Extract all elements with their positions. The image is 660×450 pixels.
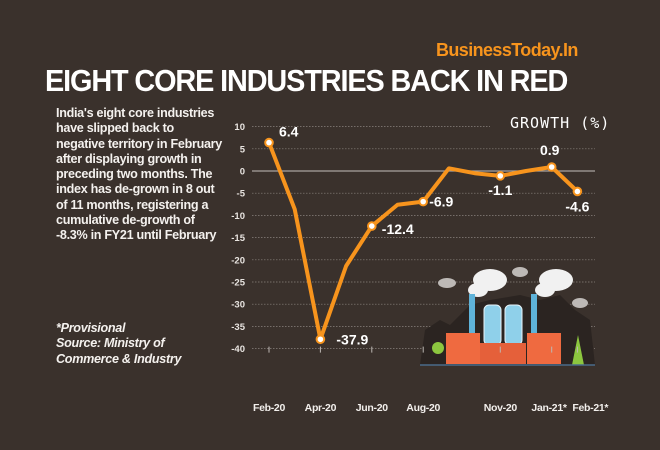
x-tick-label: Jun-20 xyxy=(356,402,389,414)
data-label: -37.9 xyxy=(336,331,368,347)
data-point xyxy=(546,162,557,172)
description: India's eight core industries have slipp… xyxy=(56,106,222,243)
y-tick-label: -35 xyxy=(231,322,245,333)
data-label: -12.4 xyxy=(382,221,414,237)
x-tick-label: Apr-20 xyxy=(305,402,337,414)
x-tick-label: Feb-21* xyxy=(572,402,609,414)
source: Source: Ministry of Commerce & Industry xyxy=(56,336,182,366)
chimney xyxy=(469,294,475,334)
page-title: EIGHT CORE INDUSTRIES BACK IN RED xyxy=(45,63,568,98)
tree xyxy=(432,342,444,354)
silo xyxy=(483,304,502,346)
data-label: 6.4 xyxy=(279,124,299,140)
smoke xyxy=(468,283,488,297)
data-label: -6.9 xyxy=(429,194,453,210)
silo xyxy=(504,304,523,346)
cloud xyxy=(572,298,588,308)
cloud xyxy=(438,278,456,288)
x-tick-label: Nov-20 xyxy=(484,402,518,414)
data-point xyxy=(495,171,506,181)
data-label: -4.6 xyxy=(565,198,589,214)
y-tick-label: 10 xyxy=(234,122,245,133)
y-tick-label: -25 xyxy=(231,278,245,289)
y-tick-label: -20 xyxy=(231,255,245,266)
y-tick-label: -10 xyxy=(231,211,245,222)
notes: *Provisional Source: Ministry of Commerc… xyxy=(56,321,206,367)
brand-logo: BusinessToday.In xyxy=(436,40,578,60)
x-tick-label: Aug-20 xyxy=(406,402,440,414)
smoke xyxy=(535,283,555,297)
y-tick-label: -40 xyxy=(231,344,245,355)
chimney xyxy=(531,294,537,334)
y-tick-label: 5 xyxy=(240,144,246,155)
data-point xyxy=(315,334,326,345)
data-point xyxy=(418,196,429,207)
y-tick-label: -30 xyxy=(231,300,245,311)
building xyxy=(527,333,561,364)
footnote: *Provisional xyxy=(56,321,126,335)
y-tick-label: -5 xyxy=(237,189,246,200)
y-tick-label: 0 xyxy=(240,167,245,178)
y-tick-label: -15 xyxy=(231,233,245,244)
gridlines xyxy=(252,126,595,349)
data-label: 0.9 xyxy=(540,142,560,158)
data-point xyxy=(264,137,274,148)
tree xyxy=(572,335,584,365)
x-tick-label: Feb-20 xyxy=(253,402,286,414)
data-point xyxy=(572,186,583,197)
building xyxy=(480,343,526,364)
y-axis-title: GROWTH (%) xyxy=(510,114,610,132)
cloud xyxy=(512,267,528,277)
data-point xyxy=(367,221,377,231)
building xyxy=(446,333,480,364)
data-label: -1.1 xyxy=(488,182,512,198)
x-tick-label: Jan-21* xyxy=(531,402,567,414)
